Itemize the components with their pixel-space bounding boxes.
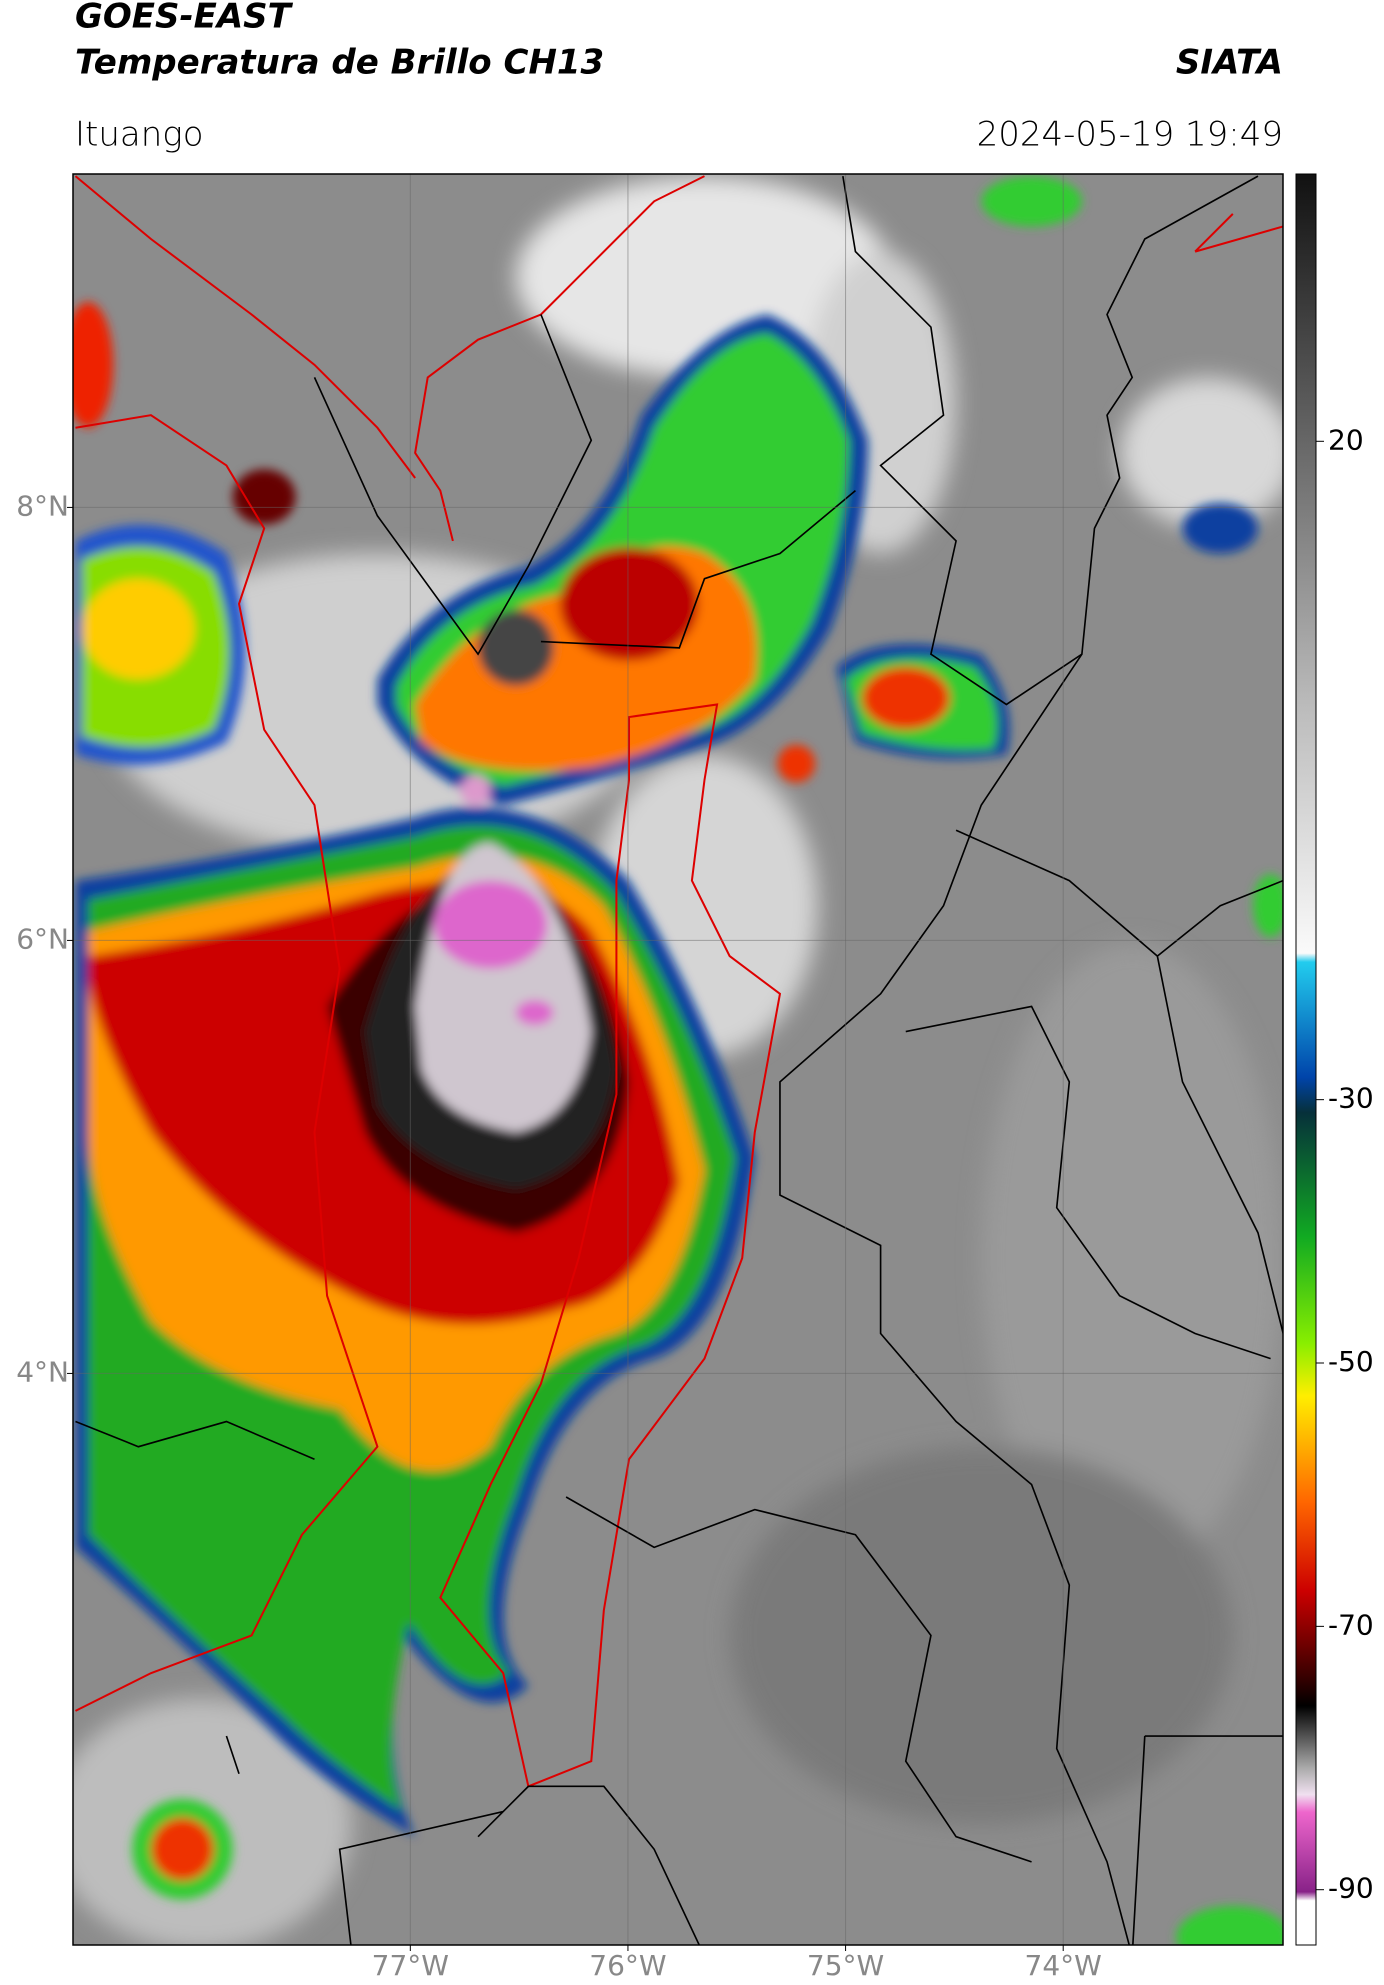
map-frame xyxy=(72,173,1284,1946)
lon-tick-label: 75°W xyxy=(807,1949,884,1981)
lon-tick-label: 74°W xyxy=(1025,1949,1102,1981)
colorbar-tick-label: -90 xyxy=(1328,1872,1374,1905)
agency: SIATA xyxy=(1176,43,1283,83)
colorbar-tick-label: -50 xyxy=(1328,1345,1374,1378)
satellite-image xyxy=(73,174,1283,1945)
colorbar-ticks: 20 -30 -50 -70 -90 xyxy=(1316,423,1374,1905)
title-line2: Temperatura de Brillo CH13 xyxy=(75,43,604,83)
colorbar-tick-label: -30 xyxy=(1328,1082,1374,1115)
lat-tick-label: 6°N xyxy=(16,922,69,955)
lat-tick-label: 8°N xyxy=(16,489,69,522)
datetime: 2024-05-19 19:49 xyxy=(977,115,1283,155)
colorbar-tick-label: -70 xyxy=(1328,1608,1374,1641)
colorbar-tick-label: 20 xyxy=(1328,423,1364,456)
lat-tick-label: 4°N xyxy=(16,1355,69,1388)
graticule: 8°N 6°N 4°N 77°W 76°W 75°W 74°W xyxy=(16,174,1283,1982)
title-line1: GOES-EAST xyxy=(75,0,294,37)
lon-tick-label: 77°W xyxy=(372,1949,449,1981)
colorbar xyxy=(1295,173,1317,1946)
lon-tick-label: 76°W xyxy=(589,1949,666,1981)
location: Ituango xyxy=(75,115,204,155)
